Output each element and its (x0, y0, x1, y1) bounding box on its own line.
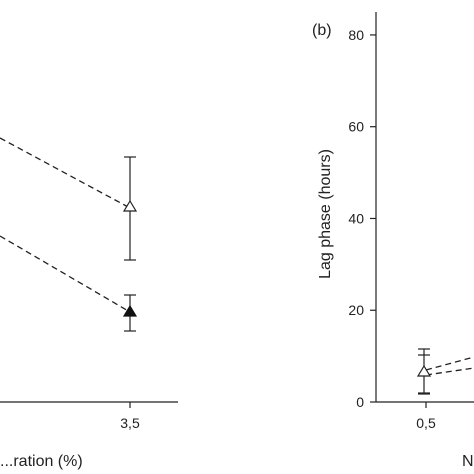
right-open-triangle-marker (416, 364, 432, 377)
right-filled-series-line (425, 367, 474, 376)
right-open-errorbar (418, 348, 430, 395)
left-panel: 3,5 ...ration (%) (0, 137, 178, 470)
right-panel: (b) 0 20 40 60 80 0,5 N Lag phase (hours) (312, 12, 474, 470)
right-y-tick-label: 20 (348, 302, 364, 318)
left-open-triangle-marker (122, 199, 138, 212)
right-y-axis-label: Lag phase (hours) (317, 149, 334, 279)
right-y-tick-label: 40 (348, 210, 364, 226)
left-filled-series-line (0, 235, 131, 313)
left-x-tick-label: 3,5 (120, 415, 140, 431)
panel-label-b: (b) (312, 22, 332, 39)
left-open-series-line (0, 137, 131, 209)
right-open-series-line (425, 356, 474, 371)
right-y-tick-label: 80 (348, 27, 364, 43)
left-x-axis-label: ...ration (%) (0, 453, 83, 470)
left-filled-triangle-marker (122, 304, 138, 317)
right-x-axis-label: N (462, 453, 474, 470)
right-y-tick-label: 0 (356, 394, 364, 410)
right-y-ticks: 0 20 40 60 80 (348, 27, 376, 410)
right-y-tick-label: 60 (348, 119, 364, 135)
right-x-tick-label: 0,5 (416, 415, 436, 431)
